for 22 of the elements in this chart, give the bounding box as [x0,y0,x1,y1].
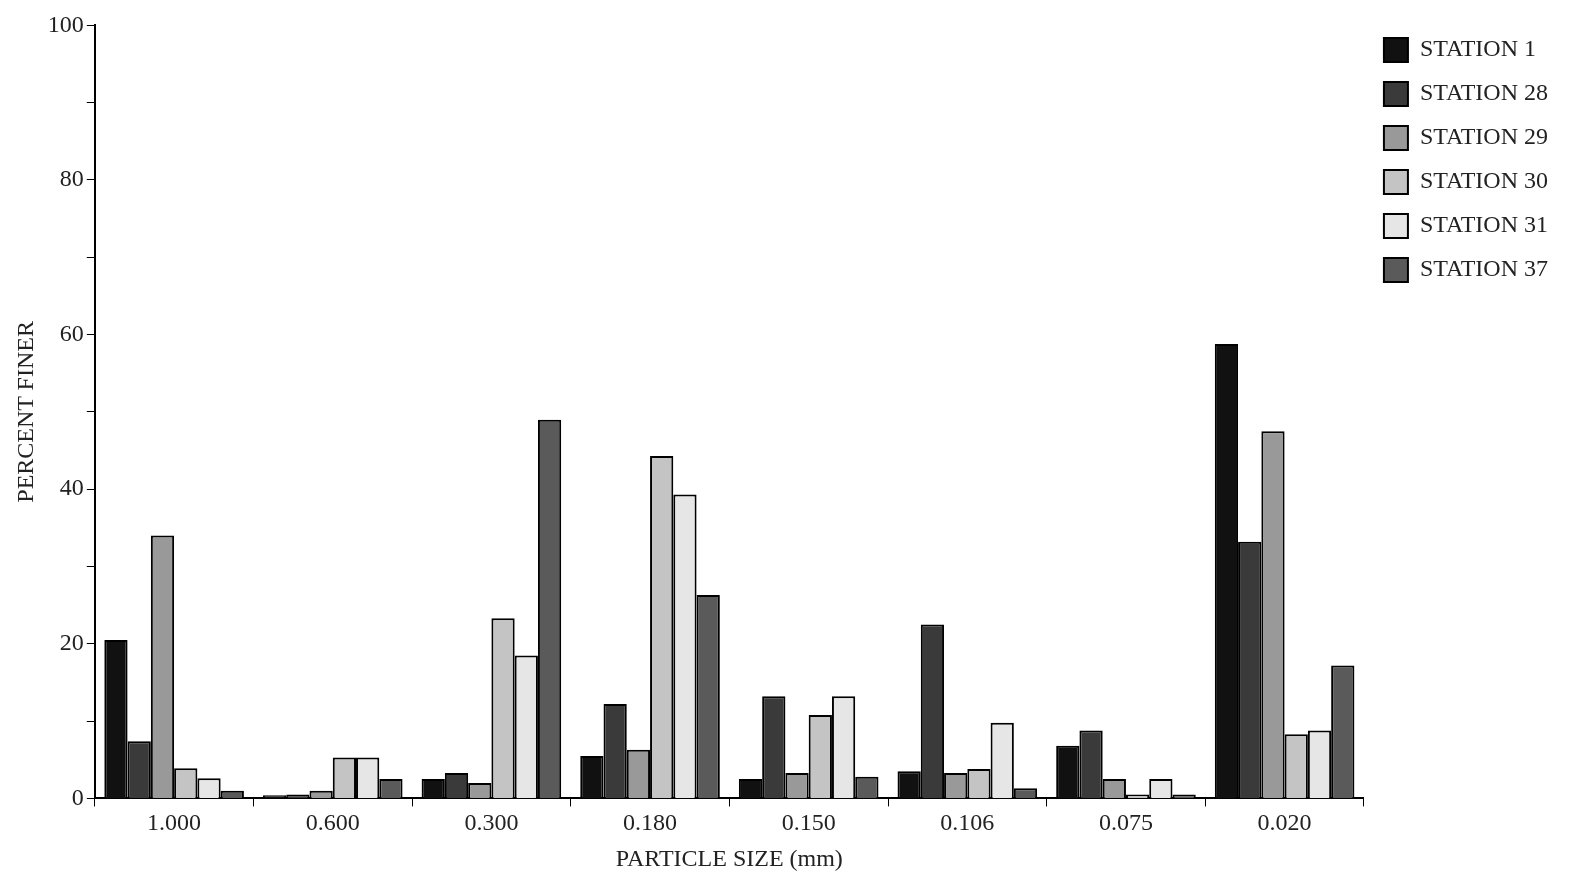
legend-label: STATION 29 [1419,123,1548,150]
x-tick-label: 1.000 [147,809,202,836]
y-tick-label: 80 [59,165,84,192]
y-tick-label: 20 [59,629,84,656]
legend-label: STATION 37 [1419,255,1548,282]
y-tick-label: 100 [47,10,84,37]
x-tick-label: 0.150 [781,809,836,836]
y-axis-title: PERCENT FINER [11,321,38,503]
y-tick-label: 0 [71,783,84,810]
x-tick-label: 0.600 [305,809,360,836]
x-tick-label: 0.180 [623,809,678,836]
y-tick-label: 40 [59,474,84,501]
x-tick-label: 0.300 [464,809,519,836]
legend-label: STATION 1 [1419,35,1536,62]
legend-label: STATION 28 [1419,79,1548,106]
x-tick-label: 0.075 [1098,809,1153,836]
legend-label: STATION 31 [1419,211,1548,238]
x-tick-label: 0.106 [940,809,995,836]
legend-label: STATION 30 [1419,167,1548,194]
y-tick-label: 60 [59,319,84,346]
x-axis-title: PARTICLE SIZE (mm) [615,844,843,871]
x-tick-label: 0.020 [1257,809,1312,836]
